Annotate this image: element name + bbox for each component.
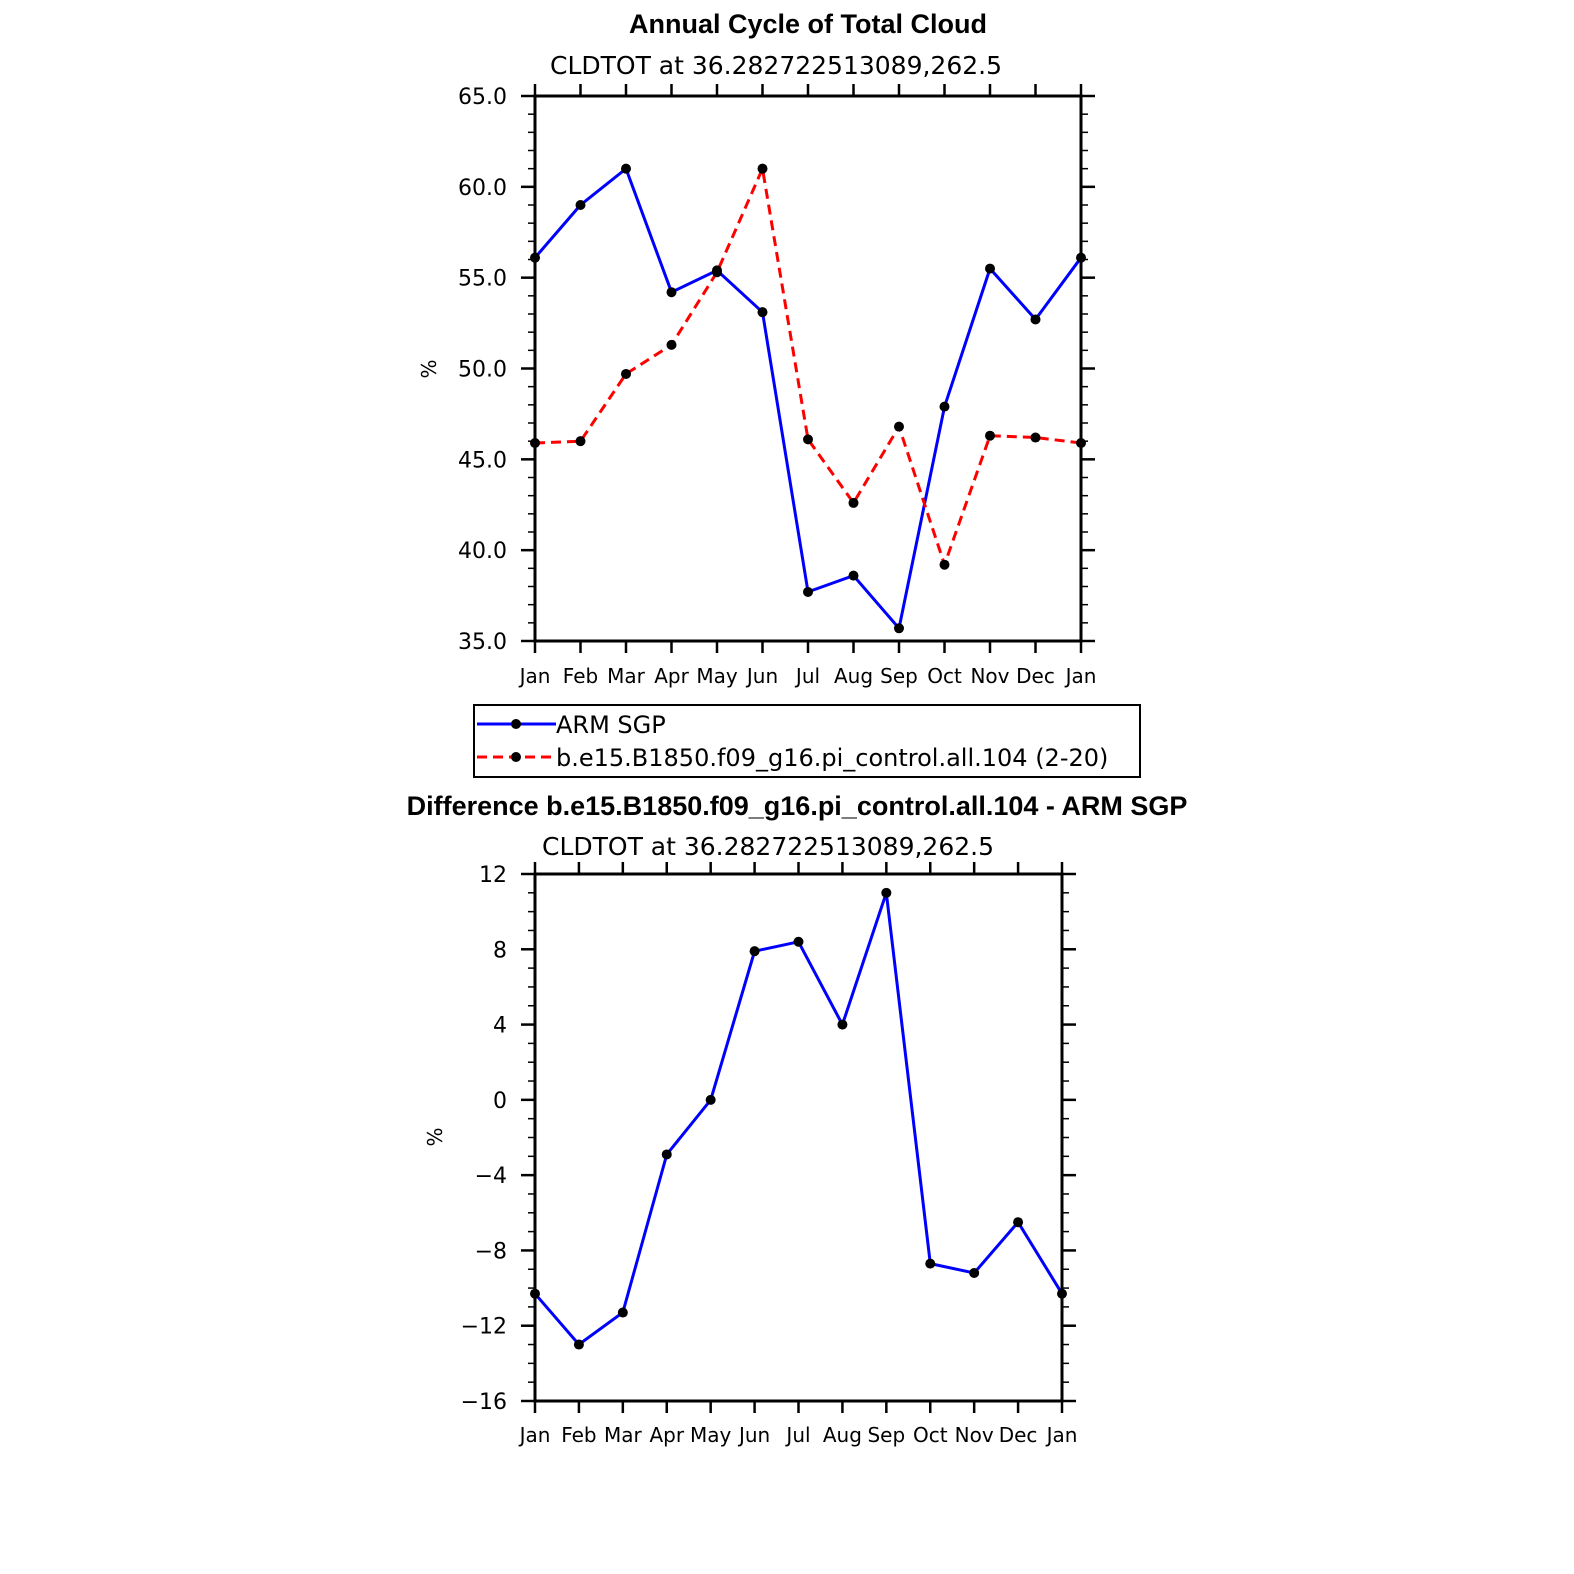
chart1-ylabel: % bbox=[417, 359, 441, 378]
y-tick-label: 8 bbox=[493, 938, 507, 963]
series-0-point-11 bbox=[1030, 314, 1041, 325]
series-0-point-3 bbox=[661, 1149, 672, 1160]
x-tick-label-jan: Jan bbox=[518, 664, 551, 688]
y-tick-label: 50.0 bbox=[458, 358, 507, 383]
series-line-1 bbox=[534, 163, 1082, 570]
series-0-point-10 bbox=[985, 263, 995, 274]
x-tick-label-jun: Jun bbox=[745, 664, 778, 688]
x-tick-label-dec: Dec bbox=[1016, 664, 1055, 688]
annual-cycle-chart: Annual Cycle of Total Cloud CLDTOT at 36… bbox=[417, 9, 1096, 688]
x-tick-label-apr: Apr bbox=[649, 1423, 684, 1447]
series-0-point-3 bbox=[666, 287, 677, 298]
y-tick-label: 55.0 bbox=[458, 267, 507, 292]
legend: ARM SGP b.e15.B1850.f09_g16.pi_control.a… bbox=[473, 704, 1141, 778]
series-1-point-1 bbox=[575, 436, 586, 447]
series-1-point-5 bbox=[757, 163, 768, 174]
x-tick-label-jun: Jun bbox=[737, 1423, 770, 1447]
x-tick-label-sep: Sep bbox=[880, 664, 918, 688]
y-tick-label: −4 bbox=[475, 1164, 507, 1189]
y-tick-label: 35.0 bbox=[458, 630, 507, 655]
series-0-point-4 bbox=[705, 1094, 716, 1105]
series-1-point-11 bbox=[1030, 432, 1041, 443]
x-tick-label-feb: Feb bbox=[561, 1423, 596, 1447]
x-tick-label-jan: Jan bbox=[518, 1423, 551, 1447]
series-0-point-1 bbox=[573, 1339, 584, 1350]
x-tick-label-jul: Jul bbox=[784, 1423, 810, 1447]
chart1-title: Annual Cycle of Total Cloud bbox=[629, 9, 987, 39]
x-tick-label-sep: Sep bbox=[867, 1423, 905, 1447]
series-0-point-9 bbox=[939, 401, 950, 412]
series-0-point-8 bbox=[894, 623, 904, 634]
legend-box bbox=[473, 704, 1141, 778]
x-tick-label-jan: Jan bbox=[1064, 664, 1097, 688]
series-1-point-4 bbox=[712, 267, 722, 278]
x-tick-label-may: May bbox=[696, 664, 738, 688]
series-line-0 bbox=[533, 166, 1083, 632]
y-tick-label: 40.0 bbox=[458, 539, 507, 564]
x-tick-label-mar: Mar bbox=[607, 664, 646, 688]
difference-chart: Difference b.e15.B1850.f09_g16.pi_contro… bbox=[407, 791, 1188, 1447]
series-0-point-2 bbox=[617, 1307, 628, 1318]
series-1-point-8 bbox=[894, 421, 904, 432]
chart2-plot-frame bbox=[533, 872, 1064, 1403]
series-0-point-2 bbox=[621, 163, 631, 174]
series-0-point-11 bbox=[1013, 1217, 1024, 1228]
series-0-point-6 bbox=[803, 586, 813, 597]
x-tick-label-oct: Oct bbox=[913, 1423, 948, 1447]
x-tick-label-nov: Nov bbox=[970, 664, 1009, 688]
x-tick-label-may: May bbox=[690, 1423, 732, 1447]
series-1-point-3 bbox=[666, 339, 677, 350]
series-0-point-7 bbox=[848, 570, 859, 581]
x-tick-label-nov: Nov bbox=[955, 1423, 994, 1447]
y-tick-label: 65.0 bbox=[458, 85, 507, 110]
series-0-point-5 bbox=[749, 946, 760, 957]
series-1-point-6 bbox=[803, 434, 813, 445]
series-1-point-9 bbox=[939, 559, 950, 570]
chart1-plot-frame bbox=[533, 94, 1083, 643]
legend-label-model: b.e15.B1850.f09_g16.pi_control.all.104 (… bbox=[556, 744, 1108, 772]
y-tick-label: −12 bbox=[461, 1315, 507, 1340]
x-tick-label-aug: Aug bbox=[834, 664, 873, 688]
x-tick-label-aug: Aug bbox=[823, 1423, 862, 1447]
series-1-point-7 bbox=[848, 497, 859, 508]
chart2-ylabel: % bbox=[423, 1127, 447, 1146]
y-tick-label: 60.0 bbox=[458, 176, 507, 201]
legend-label-arm-sgp: ARM SGP bbox=[556, 711, 666, 739]
series-1-point-2 bbox=[621, 368, 631, 379]
x-tick-label-oct: Oct bbox=[927, 664, 962, 688]
series-0-point-1 bbox=[575, 200, 586, 210]
x-tick-label-jan: Jan bbox=[1045, 1423, 1078, 1447]
series-line-0 bbox=[533, 892, 1064, 1347]
series-0-point-10 bbox=[969, 1268, 980, 1279]
chart1-subtitle: CLDTOT at 36.282722513089,262.5 bbox=[550, 51, 1002, 80]
y-tick-label: 0 bbox=[493, 1089, 507, 1114]
x-tick-label-dec: Dec bbox=[999, 1423, 1038, 1447]
y-tick-label: 4 bbox=[493, 1014, 507, 1039]
y-tick-label: 12 bbox=[479, 863, 507, 888]
x-tick-label-mar: Mar bbox=[604, 1423, 643, 1447]
legend-marker-arm-sgp bbox=[511, 719, 521, 729]
y-tick-label: 45.0 bbox=[458, 448, 507, 473]
x-tick-label-feb: Feb bbox=[563, 664, 598, 688]
y-tick-label: −8 bbox=[475, 1239, 507, 1264]
series-0-point-9 bbox=[925, 1258, 936, 1269]
series-0-point-6 bbox=[793, 936, 804, 947]
series-1-point-10 bbox=[985, 430, 995, 441]
y-tick-label: −16 bbox=[461, 1390, 507, 1415]
chart2-subtitle: CLDTOT at 36.282722513089,262.5 bbox=[542, 832, 994, 861]
series-0-point-5 bbox=[757, 307, 768, 318]
legend-marker-model bbox=[511, 752, 521, 762]
series-0-point-7 bbox=[837, 1019, 848, 1030]
x-tick-label-apr: Apr bbox=[654, 664, 689, 688]
x-tick-label-jul: Jul bbox=[794, 664, 820, 688]
chart2-title: Difference b.e15.B1850.f09_g16.pi_contro… bbox=[407, 791, 1188, 821]
series-0-point-8 bbox=[881, 887, 892, 898]
